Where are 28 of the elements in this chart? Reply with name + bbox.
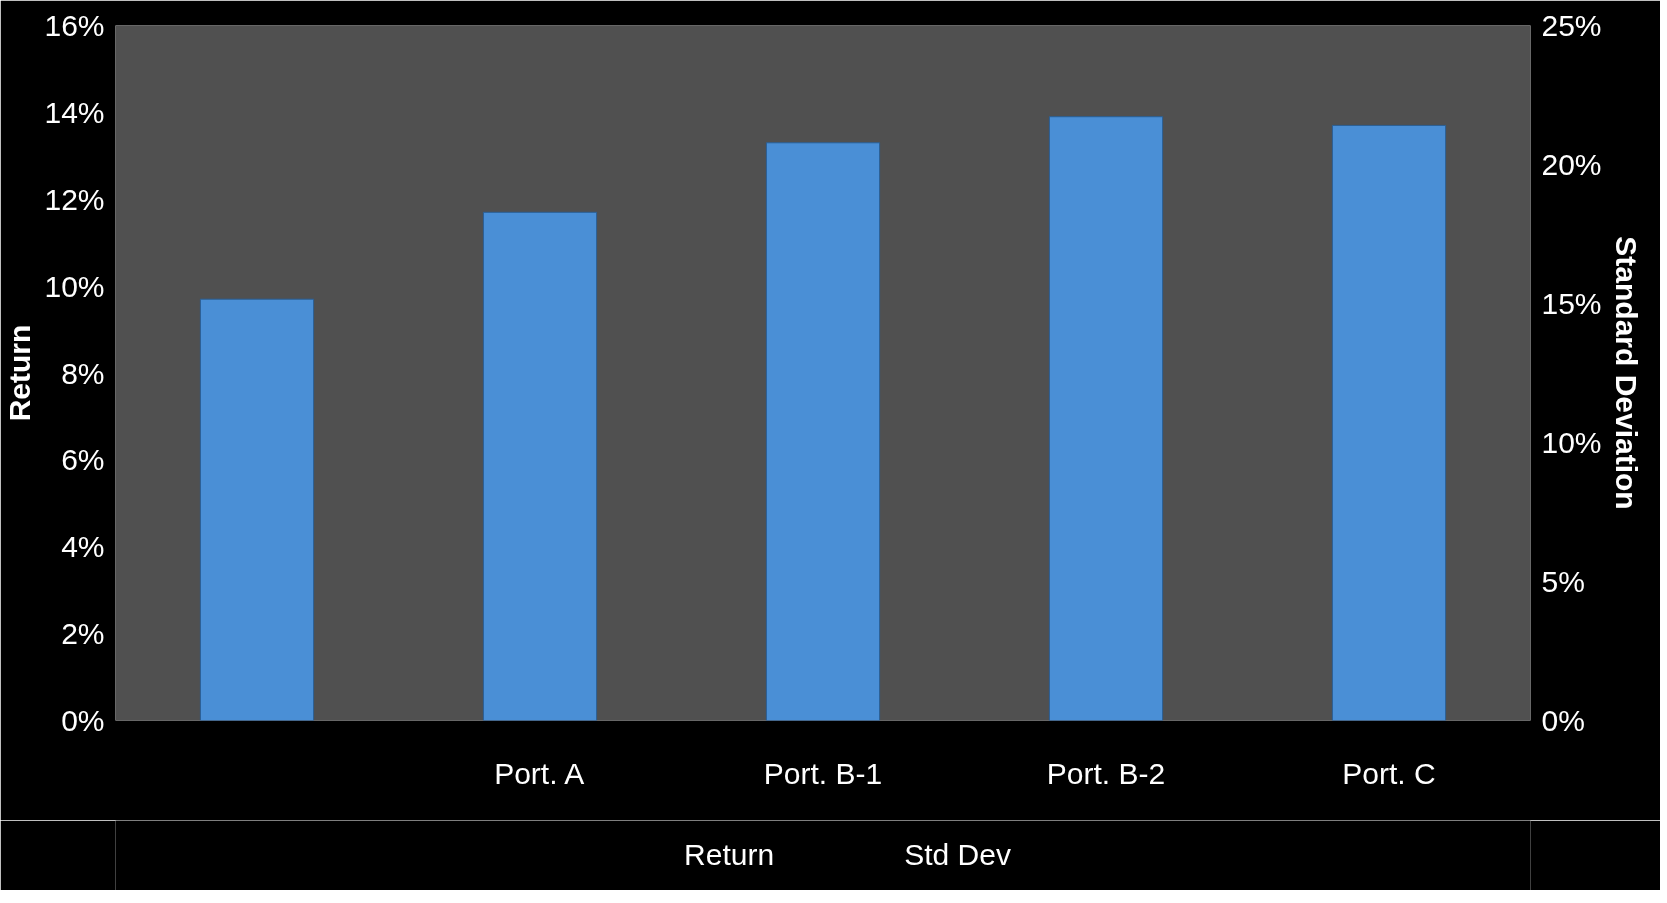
bar	[1331, 124, 1447, 721]
bar	[482, 211, 598, 721]
y-tick-label: 12%	[44, 182, 105, 216]
y-tick-label: 10%	[44, 269, 105, 303]
x-tick-label: Port. C	[1342, 756, 1436, 790]
y-tick-label: 16%	[44, 9, 105, 42]
x-tick-label: Port. A	[494, 756, 585, 790]
text: Std Dev	[904, 838, 1011, 872]
y-tick-label: 0%	[61, 704, 105, 737]
y-tick-label: 2%	[61, 617, 105, 651]
x-tick-label: Port. B-1	[763, 756, 883, 790]
y-tick-label: 6%	[61, 443, 105, 477]
y2-tick-label: 25%	[1541, 9, 1602, 42]
bar	[1048, 116, 1164, 721]
text: Return	[684, 838, 775, 872]
y-axis-title: Return	[3, 324, 37, 422]
y-tick-label: 4%	[61, 530, 105, 564]
x-tick-label: Port. B-2	[1046, 756, 1166, 790]
y2-tick-label: 0%	[1541, 704, 1585, 737]
y-tick-label: 8%	[61, 356, 105, 390]
y2-tick-label: 15%	[1541, 287, 1602, 320]
y2-tick-label: 10%	[1541, 426, 1602, 459]
y2-tick-label: 20%	[1541, 148, 1602, 181]
y-tick-label: 14%	[44, 95, 105, 129]
y2-axis-title: Standard Deviation	[1609, 236, 1643, 510]
bar	[765, 142, 881, 721]
y2-tick-label: 5%	[1541, 565, 1585, 598]
bar	[199, 298, 315, 721]
